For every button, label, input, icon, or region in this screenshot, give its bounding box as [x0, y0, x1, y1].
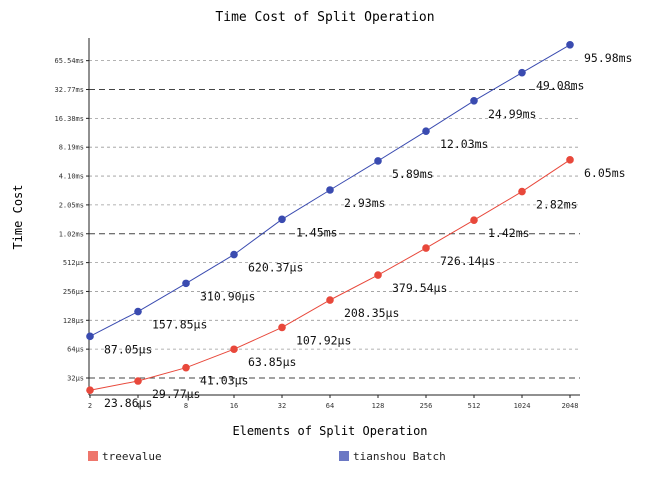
y-axis-label: Time Cost: [11, 184, 25, 249]
y-tick-label: 32.77ms: [54, 86, 84, 94]
data-label: 63.85µs: [248, 355, 296, 369]
data-label: 87.05µs: [104, 342, 152, 356]
y-tick-label: 128µs: [63, 317, 84, 325]
x-tick-label: 32: [278, 402, 286, 410]
x-tick-label: 64: [326, 402, 334, 410]
x-tick-label: 2: [88, 402, 92, 410]
data-point: [134, 377, 142, 385]
x-tick-label: 1024: [514, 402, 531, 410]
data-label: 5.89ms: [392, 167, 434, 181]
y-tick-label: 16.38ms: [54, 115, 84, 123]
x-tick-labels: 2 4 8 16 32 64 128 256 512 1024 2048: [88, 395, 579, 410]
data-point: [566, 156, 574, 164]
data-label: 157.85µs: [152, 318, 207, 332]
data-point: [182, 279, 190, 288]
y-tick-label: 256µs: [63, 288, 84, 296]
x-tick-label: 16: [230, 402, 238, 410]
grid: [89, 60, 580, 379]
data-point: [326, 296, 334, 304]
data-label: 208.35µs: [344, 306, 399, 320]
y-tick-label: 512µs: [63, 259, 84, 267]
legend-label: treevalue: [102, 450, 162, 463]
data-point: [278, 323, 286, 332]
y-tick-label: 1.02ms: [59, 230, 84, 238]
y-tick-labels: 32µs 64µs 128µs 256µs 512µs 1.02ms 2.05ms 4.10m…: [54, 57, 89, 383]
data-label: 2.93ms: [344, 196, 386, 210]
data-point: [518, 68, 526, 77]
data-point: [278, 215, 286, 224]
x-tick-label: 512: [468, 402, 481, 410]
data-label: 379.54µs: [392, 281, 447, 295]
data-point: [374, 157, 382, 165]
x-tick-label: 4: [136, 402, 140, 410]
data-label: 107.92µs: [296, 333, 351, 347]
x-tick-label: 2048: [562, 402, 579, 410]
y-tick-label: 64µs: [67, 346, 84, 354]
data-label: 12.03ms: [440, 137, 488, 151]
legend-swatch: [339, 451, 349, 461]
data-point: [470, 96, 478, 105]
data-label: 29.77µs: [152, 387, 200, 401]
data-label: 95.98ms: [584, 51, 632, 65]
data-label: 23.86µs: [104, 396, 152, 410]
data-label: 49.08ms: [536, 79, 584, 93]
legend: treevalue tianshou Batch: [88, 450, 446, 463]
legend-label: tianshou Batch: [353, 450, 446, 463]
data-point: [374, 271, 382, 279]
series-line: [89, 159, 571, 391]
x-tick-label: 256: [420, 402, 433, 410]
data-label: 1.45ms: [296, 225, 338, 239]
data-point: [326, 186, 334, 194]
data-point: [422, 127, 430, 136]
data-label: 726.14µs: [440, 254, 495, 268]
x-axis-label: Elements of Split Operation: [232, 424, 427, 438]
chart-title: Time Cost of Split Operation: [215, 10, 434, 25]
data-label: 24.99ms: [488, 107, 536, 121]
y-tick-label: 4.10ms: [59, 173, 84, 181]
data-point: [470, 216, 478, 224]
legend-swatch: [88, 451, 98, 461]
data-point: [566, 40, 574, 49]
data-label: 1.42ms: [488, 226, 530, 240]
y-tick-label: 8.19ms: [59, 144, 84, 152]
data-label: 2.82ms: [536, 198, 578, 212]
data-point: [182, 363, 190, 372]
data-point: [518, 187, 526, 196]
series-layer: [86, 40, 574, 395]
data-point: [86, 386, 94, 395]
data-label: 41.03µs: [200, 374, 248, 388]
data-point: [230, 345, 238, 354]
y-tick-label: 32µs: [67, 375, 84, 383]
data-point: [230, 250, 238, 259]
data-point: [422, 244, 430, 252]
data-label: 310.90µs: [200, 289, 255, 303]
x-tick-label: 128: [372, 402, 385, 410]
data-point: [86, 332, 94, 341]
data-label: 6.05ms: [584, 166, 626, 180]
data-label: 620.37µs: [248, 261, 303, 275]
y-tick-label: 2.05ms: [59, 201, 84, 209]
y-tick-label: 65.54ms: [54, 57, 84, 65]
x-tick-label: 8: [184, 402, 188, 410]
data-point: [134, 307, 142, 316]
